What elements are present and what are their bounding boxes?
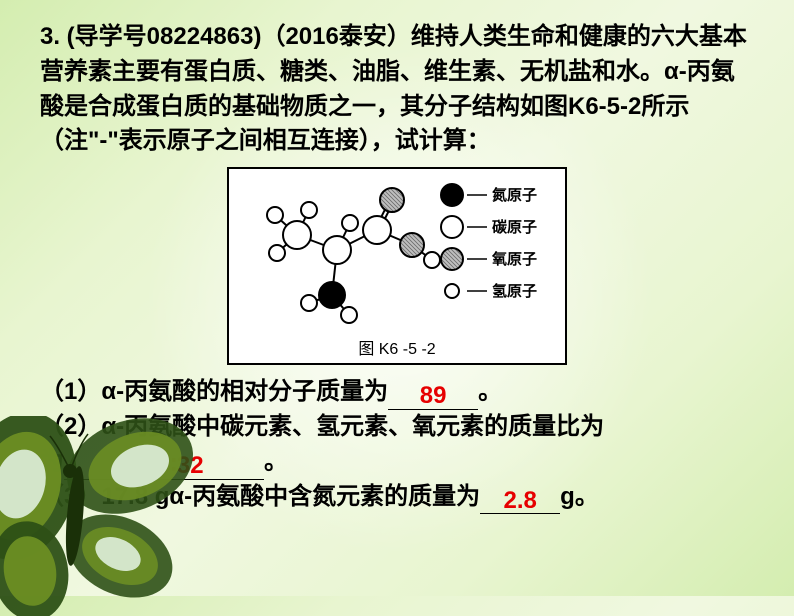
sub-questions: （1）α-丙氨酸的相对分子质量为 89 。 （2）α-丙氨酸中碳元素、氢元素、氧元素… xyxy=(40,375,754,514)
sub3-blank: 2.8 xyxy=(480,486,560,515)
sub2-blank: 36∶7∶32 xyxy=(64,451,264,480)
sub1-text: α-丙氨酸的相对分子质量为 xyxy=(101,378,388,405)
sub3-text: 17.8 gα-丙氨酸中含氮元素的质量为 xyxy=(101,483,480,510)
question-number: 3. (导学号08224863)（2016泰安） xyxy=(40,23,411,50)
sub2-answer: 36∶7∶32 xyxy=(124,452,203,479)
sub3-answer: 2.8 xyxy=(503,487,536,514)
sub2-after: 。 xyxy=(264,448,288,475)
svg-text:氧原子: 氧原子 xyxy=(491,250,537,268)
diagram-caption: 图 K6 -5 -2 xyxy=(237,338,557,361)
molecular-diagram-container: 氮原子碳原子氧原子氢原子 图 K6 -5 -2 xyxy=(40,167,754,365)
sub3-prefix: （3） xyxy=(40,483,101,510)
sub-question-1: （1）α-丙氨酸的相对分子质量为 89 。 xyxy=(40,375,754,410)
sub2-text: α-丙氨酸中碳元素、氢元素、氧元素的质量比为 xyxy=(101,413,604,440)
question-text: 3. (导学号08224863)（2016泰安）维持人类生命和健康的六大基本营养… xyxy=(40,20,754,159)
svg-text:氢原子: 氢原子 xyxy=(492,282,537,300)
molecule-svg: 氮原子碳原子氧原子氢原子 xyxy=(237,175,557,325)
sub1-answer: 89 xyxy=(420,382,447,409)
sub-question-3: （3）17.8 gα-丙氨酸中含氮元素的质量为 2.8 g。 xyxy=(40,480,754,515)
svg-text:碳原子: 碳原子 xyxy=(492,218,537,236)
sub2-prefix: （2） xyxy=(40,413,101,440)
sub1-prefix: （1） xyxy=(40,378,101,405)
molecular-diagram: 氮原子碳原子氧原子氢原子 图 K6 -5 -2 xyxy=(227,167,567,365)
svg-text:氮原子: 氮原子 xyxy=(492,186,537,204)
sub1-blank: 89 xyxy=(388,381,478,410)
sub1-after: 。 xyxy=(478,378,502,405)
sub3-after: g。 xyxy=(560,483,599,510)
sub-question-2: （2）α-丙氨酸中碳元素、氢元素、氧元素的质量比为为36∶7∶32。 xyxy=(40,410,754,480)
